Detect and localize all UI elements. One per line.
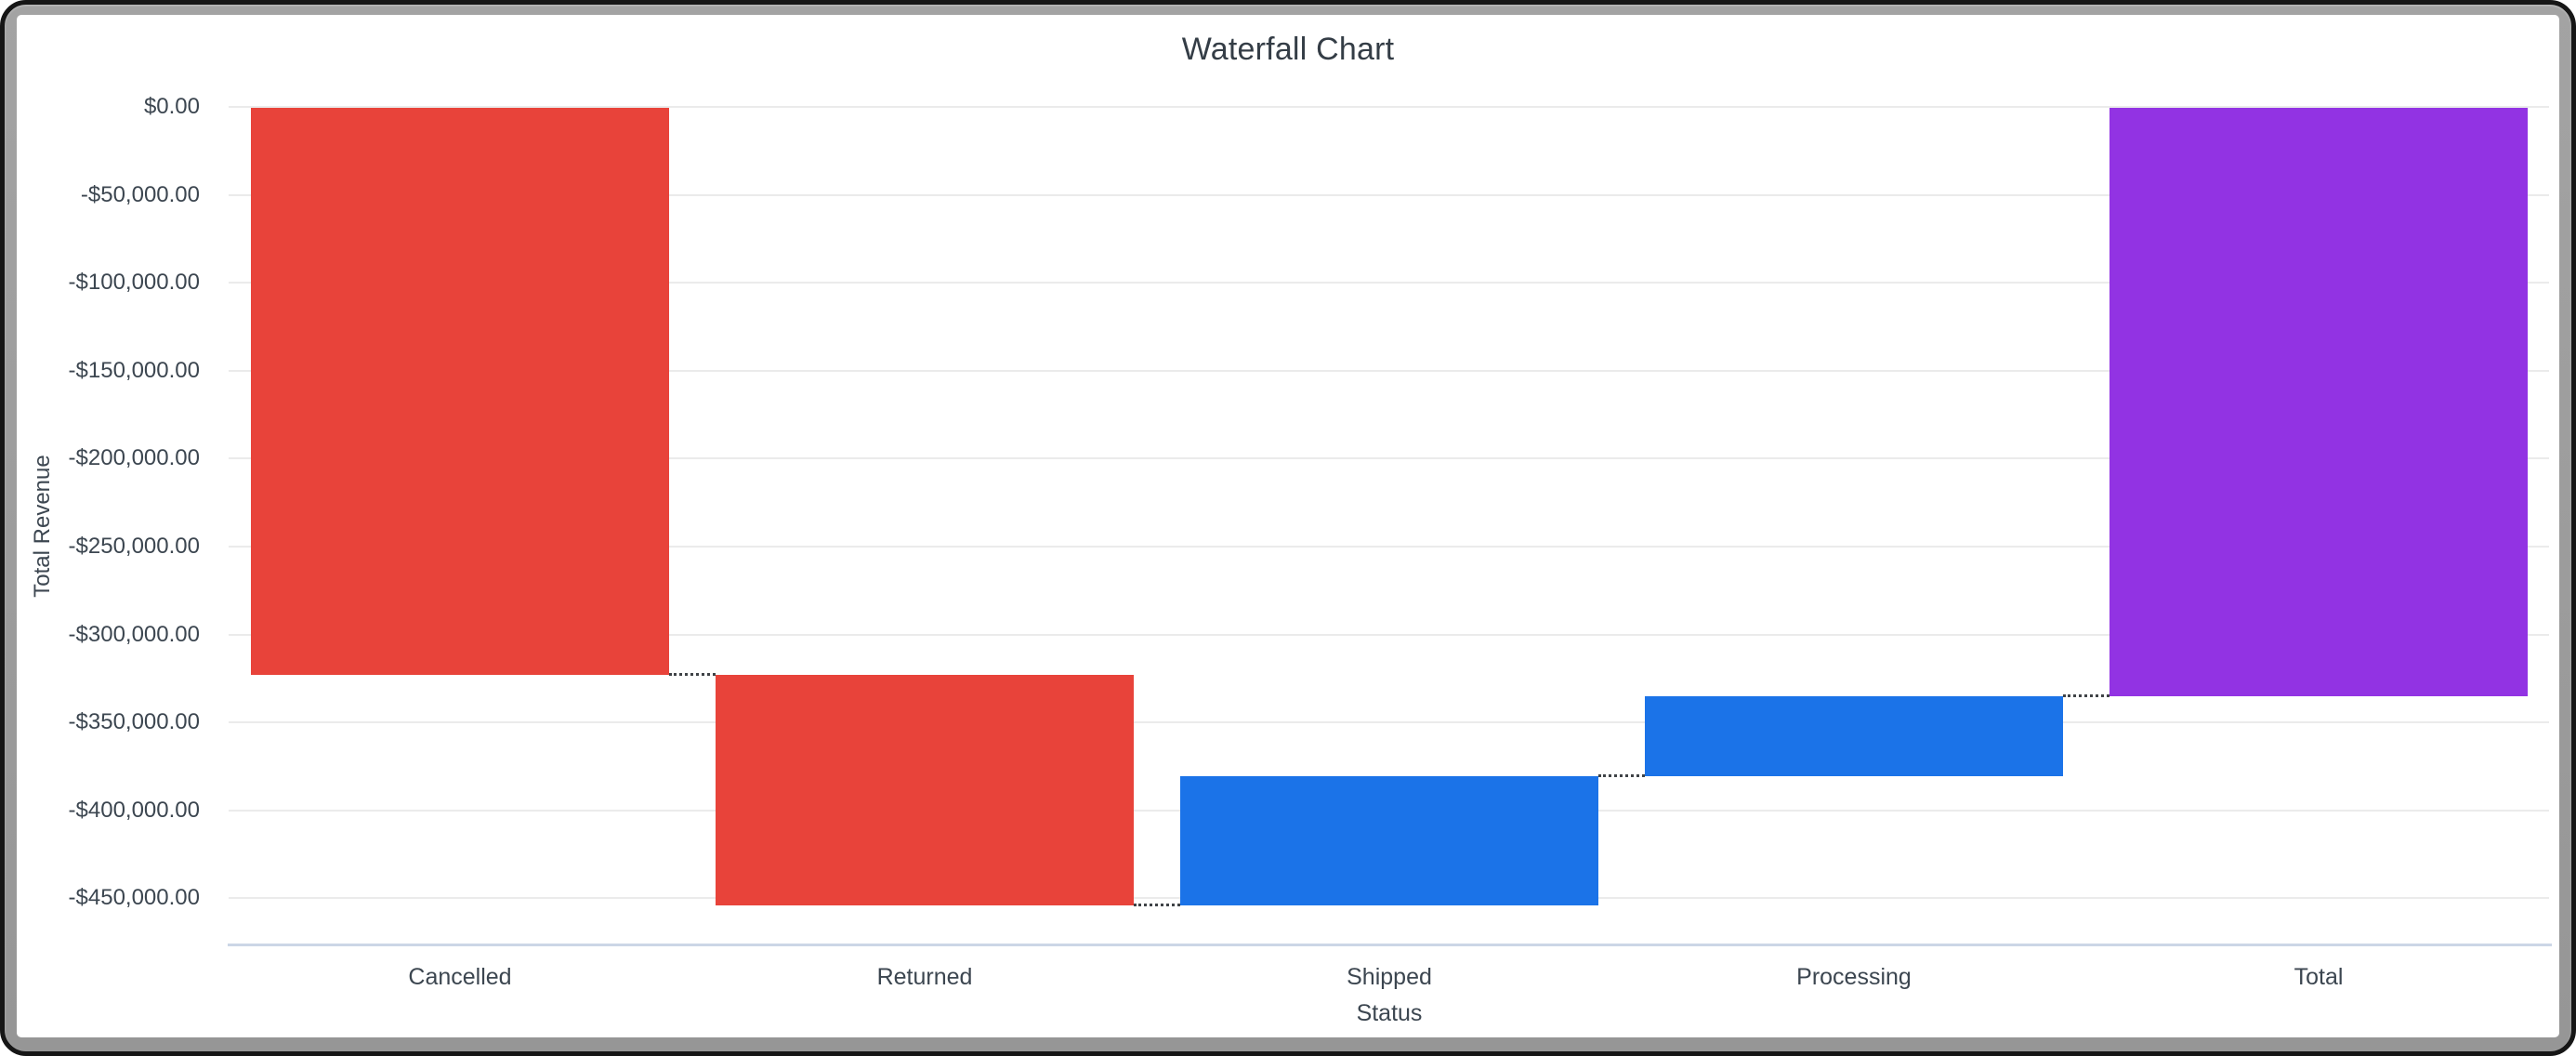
chart-title: Waterfall Chart xyxy=(1181,32,1395,67)
bar-returned[interactable] xyxy=(716,675,1134,905)
bar-total[interactable] xyxy=(2109,108,2528,696)
y-tick-label: -$100,000.00 xyxy=(68,270,200,296)
y-tick-label: -$350,000.00 xyxy=(68,709,200,735)
x-category-label: Cancelled xyxy=(408,964,512,990)
y-tick-label: $0.00 xyxy=(143,94,200,119)
y-tick-label: -$300,000.00 xyxy=(68,621,200,647)
waterfall-connector xyxy=(1134,904,1180,907)
y-tick-label: -$150,000.00 xyxy=(68,357,200,383)
gridline xyxy=(229,633,2549,636)
x-axis-line xyxy=(228,944,2552,946)
x-axis-title: Status xyxy=(1356,1000,1423,1026)
gridline xyxy=(229,282,2549,284)
gridline xyxy=(229,721,2549,724)
y-tick-label: -$250,000.00 xyxy=(68,534,200,559)
gridline xyxy=(229,457,2549,460)
x-category-label: Processing xyxy=(1796,964,1912,990)
y-tick-label: -$400,000.00 xyxy=(68,797,200,823)
gridline xyxy=(229,546,2549,548)
x-category-label: Total xyxy=(2293,964,2344,990)
gridline xyxy=(229,193,2549,196)
bar-processing[interactable] xyxy=(1645,695,2063,776)
y-tick-label: -$450,000.00 xyxy=(68,885,200,911)
gridline xyxy=(229,106,2549,108)
y-tick-label: -$200,000.00 xyxy=(68,445,200,471)
gridline xyxy=(229,369,2549,372)
bar-cancelled[interactable] xyxy=(251,108,669,676)
waterfall-connector xyxy=(669,673,716,677)
y-tick-label: -$50,000.00 xyxy=(80,181,200,207)
bar-shipped[interactable] xyxy=(1180,775,1598,905)
x-category-label: Returned xyxy=(876,964,973,990)
waterfall-connector xyxy=(1598,773,1645,777)
waterfall-connector xyxy=(2063,693,2109,697)
x-category-label: Shipped xyxy=(1347,964,1432,990)
